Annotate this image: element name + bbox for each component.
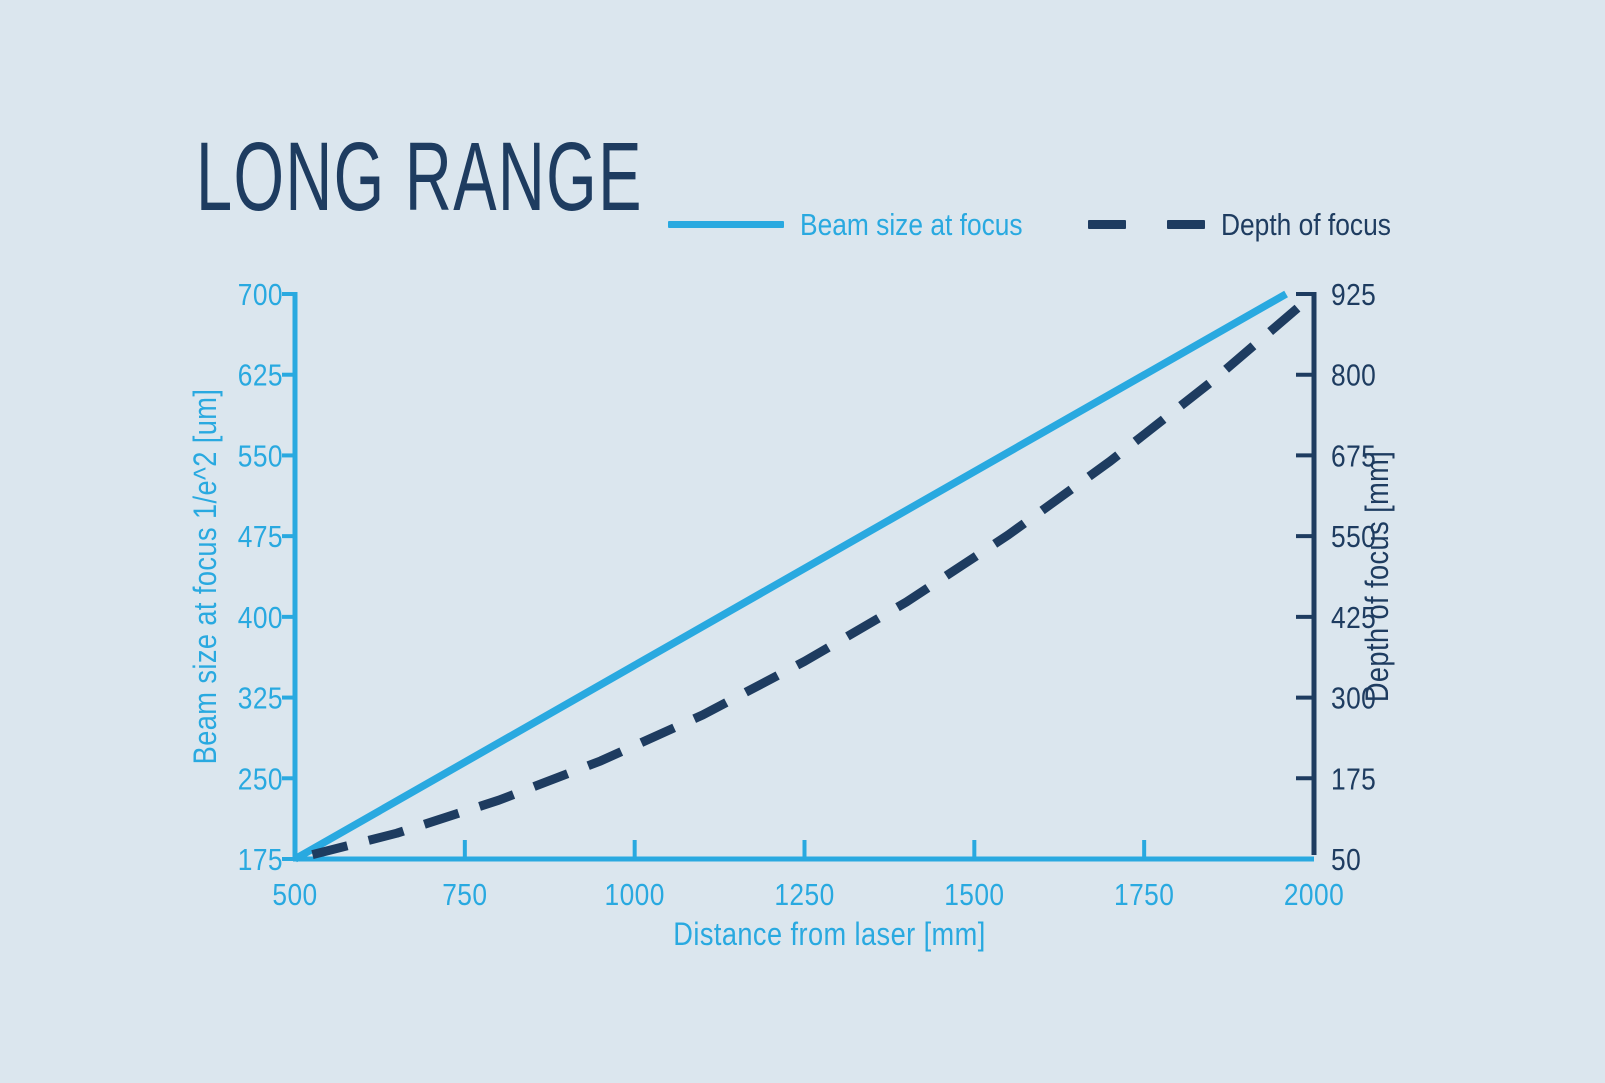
svg-text:1000: 1000: [605, 878, 665, 912]
svg-text:550: 550: [238, 439, 283, 473]
svg-text:675: 675: [1331, 439, 1376, 473]
svg-text:250: 250: [238, 762, 283, 796]
svg-text:1250: 1250: [774, 878, 834, 912]
svg-text:400: 400: [238, 601, 283, 635]
legend-solid-line-swatch: [668, 220, 784, 228]
svg-text:500: 500: [272, 878, 317, 912]
svg-text:175: 175: [1331, 762, 1376, 796]
svg-text:700: 700: [238, 278, 283, 312]
svg-text:Beam size at focus 1/e^2 [um]: Beam size at focus 1/e^2 [um]: [188, 389, 224, 765]
legend-dash-segment: [1087, 219, 1126, 229]
legend-dashed-line-swatch: [1087, 219, 1205, 229]
chart-title: LONG RANGE: [196, 122, 643, 231]
svg-text:Distance from laser [mm]: Distance from laser [mm]: [673, 917, 985, 953]
svg-text:925: 925: [1331, 278, 1376, 312]
svg-text:1750: 1750: [1114, 878, 1174, 912]
svg-text:175: 175: [238, 843, 283, 877]
svg-text:625: 625: [238, 359, 283, 393]
svg-text:750: 750: [442, 878, 487, 912]
series-beam-size-at-focus: [293, 290, 1288, 863]
svg-text:800: 800: [1331, 359, 1376, 393]
legend: Beam size at focus Depth of focus: [668, 203, 1421, 245]
legend-label-beam-size: Beam size at focus: [800, 206, 1023, 242]
svg-text:1500: 1500: [944, 878, 1004, 912]
svg-text:325: 325: [238, 682, 283, 716]
svg-text:50: 50: [1331, 843, 1361, 877]
svg-text:Depth of focus [mm]: Depth of focus [mm]: [1360, 451, 1396, 702]
legend-dash-segment: [1166, 219, 1205, 229]
svg-text:550: 550: [1331, 520, 1376, 554]
legend-label-depth-of-focus: Depth of focus: [1220, 206, 1391, 242]
svg-text:425: 425: [1331, 601, 1376, 635]
svg-text:300: 300: [1331, 682, 1376, 716]
svg-text:2000: 2000: [1284, 878, 1344, 912]
svg-text:475: 475: [238, 520, 283, 554]
series-depth-of-focus: [293, 290, 1317, 864]
